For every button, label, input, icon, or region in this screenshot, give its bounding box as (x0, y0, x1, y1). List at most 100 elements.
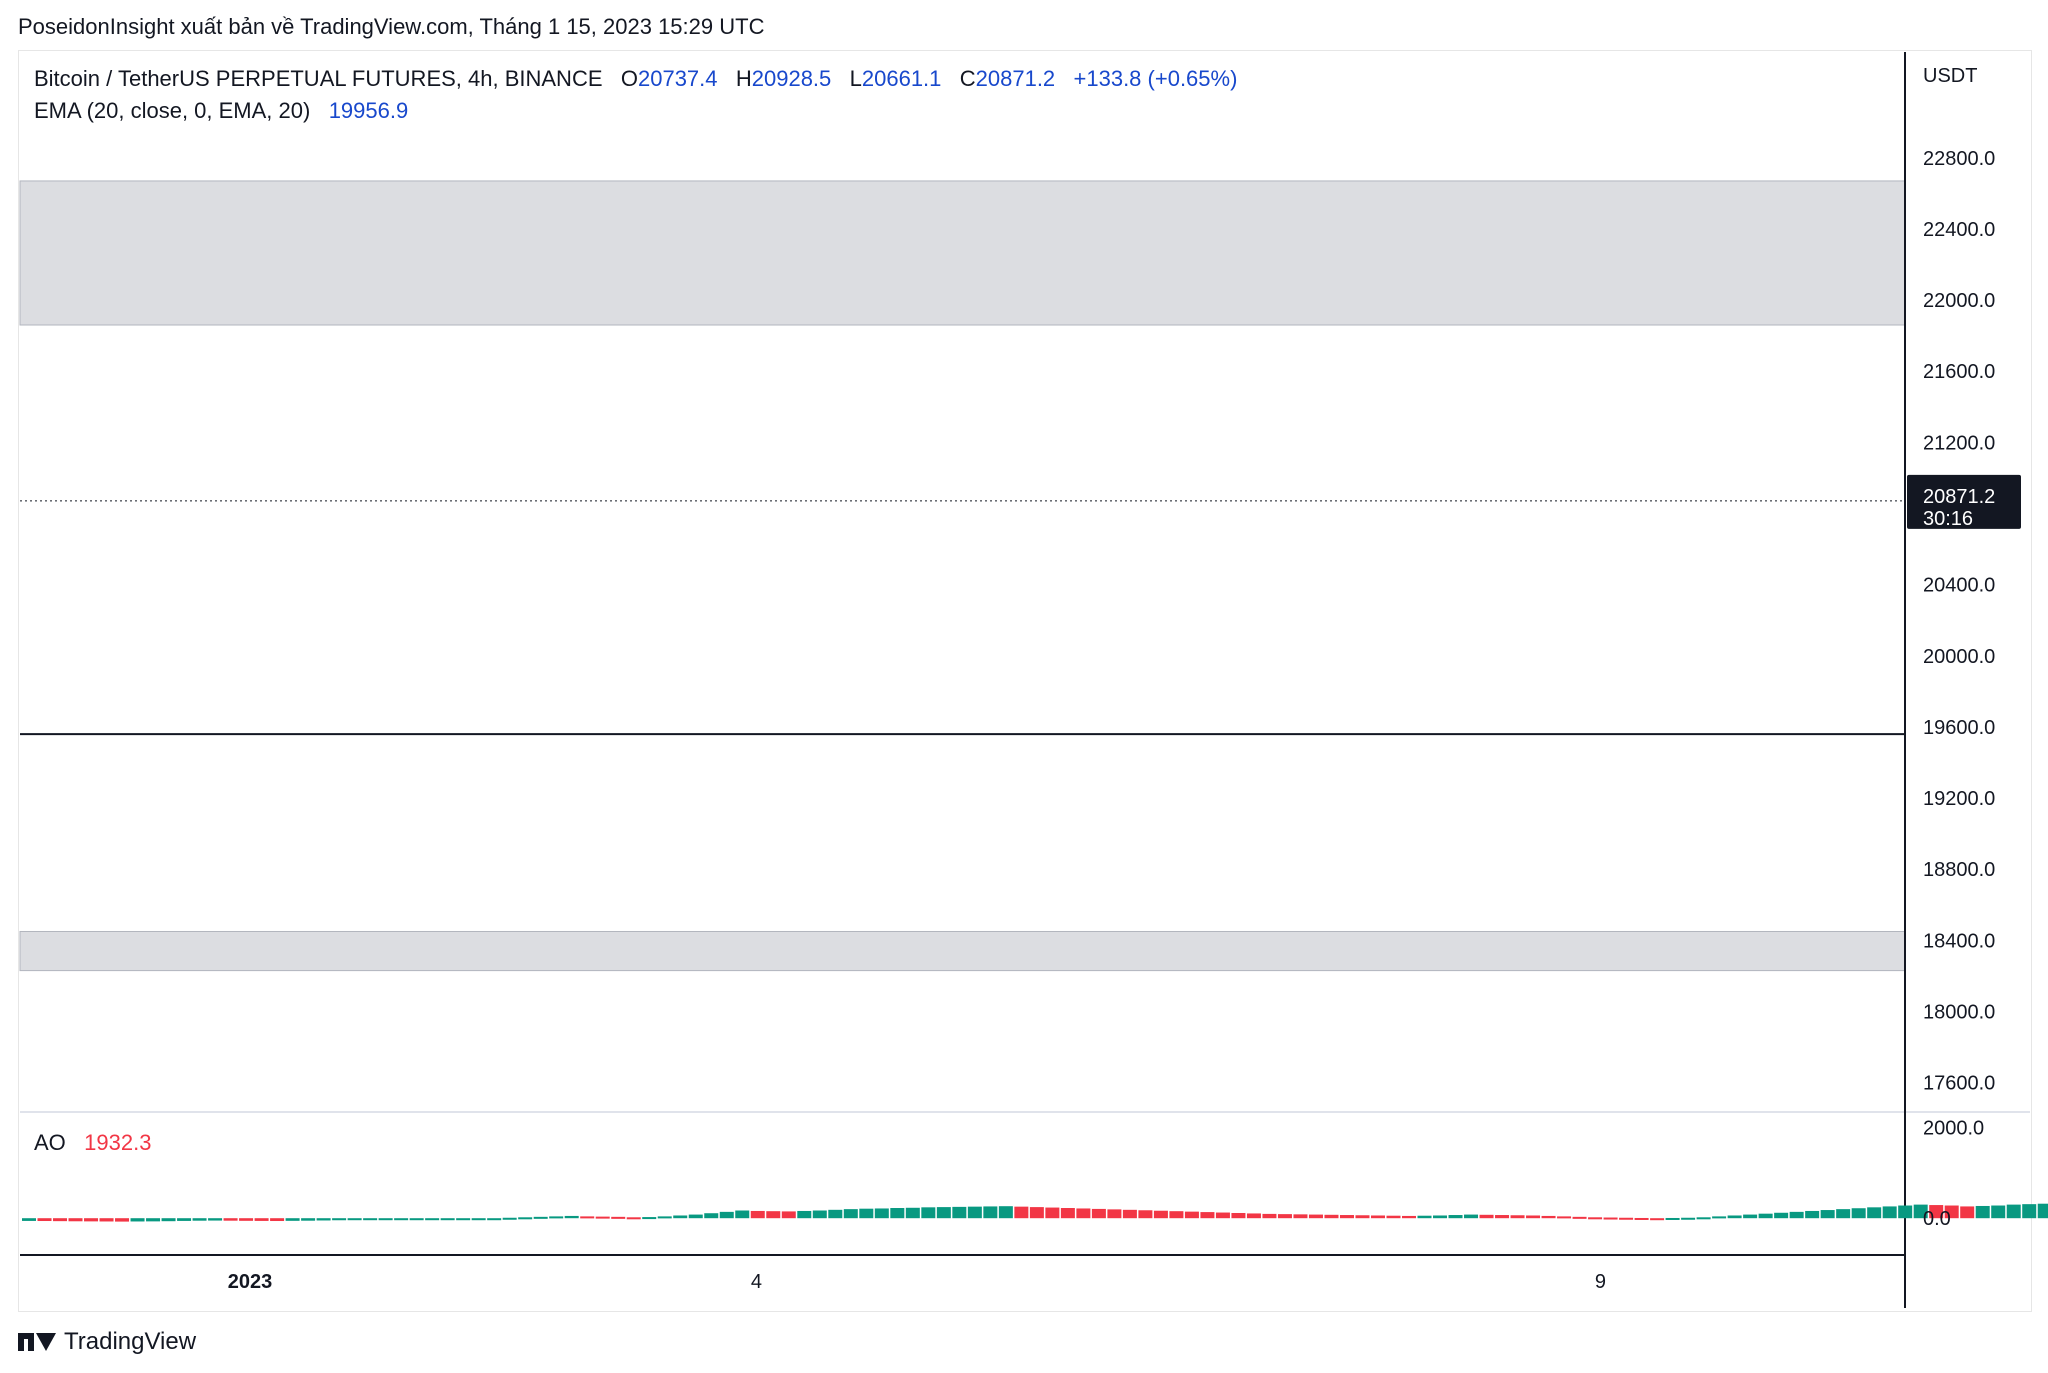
price-tick-label: 21600.0 (1923, 361, 1995, 383)
ao-bar (890, 1208, 905, 1219)
open-value: 20737.4 (637, 66, 718, 91)
ao-bar (1557, 1216, 1572, 1219)
ao-bar (84, 1218, 99, 1222)
ao-bar (549, 1216, 564, 1219)
ao-bar (1339, 1215, 1354, 1219)
ao-bar (905, 1207, 920, 1219)
ao-bar (1355, 1215, 1370, 1219)
ao-bar (301, 1218, 316, 1221)
ao-bar (564, 1215, 579, 1219)
ao-bar (983, 1206, 998, 1219)
ao-bar (781, 1211, 796, 1219)
open-label: O (620, 66, 638, 91)
ao-bar (37, 1218, 52, 1222)
ao-bar (1308, 1214, 1323, 1219)
ao-bar (130, 1218, 145, 1222)
ao-bar (952, 1206, 967, 1219)
ao-bar (626, 1217, 641, 1220)
ao-bar (766, 1211, 781, 1219)
ao-bar (394, 1218, 409, 1221)
ao-bar (1836, 1209, 1851, 1219)
symbol-name[interactable]: Bitcoin / TetherUS PERPETUAL FUTURES, 4h… (34, 66, 603, 91)
price-tick-label: 21200.0 (1923, 432, 1995, 454)
ao-bar (673, 1215, 688, 1219)
ao-bar (1820, 1210, 1835, 1219)
ao-bar (1774, 1212, 1789, 1219)
supply-zone (19, 180, 1906, 326)
ao-bar (22, 1218, 37, 1221)
ao-bar (1541, 1215, 1556, 1219)
change-value: +133.8 (+0.65%) (1073, 66, 1238, 91)
last-price-label: 20871.2 (1923, 486, 1995, 508)
ao-bar (1696, 1217, 1711, 1220)
time-tick-label: 9 (1595, 1271, 1606, 1293)
ao-bar (1619, 1217, 1634, 1220)
price-tick-label: 22000.0 (1923, 290, 1995, 312)
ao-bar (533, 1216, 548, 1219)
ao-bar (998, 1206, 1013, 1219)
ao-bar (1184, 1211, 1199, 1219)
ao-bar (1122, 1209, 1137, 1219)
ao-label: AO (34, 1130, 66, 1155)
ao-tick-label: 2000.0 (1923, 1118, 1984, 1140)
ao-bar (828, 1209, 843, 1219)
price-tick-label: 18000.0 (1923, 1002, 1995, 1024)
tradingview-brand[interactable]: TradingView (18, 1328, 196, 1356)
ao-bar (2037, 1203, 2048, 1219)
close-value: 20871.2 (975, 66, 1056, 91)
ao-bar (688, 1214, 703, 1219)
ao-bar (874, 1208, 889, 1219)
ao-bar (161, 1218, 176, 1222)
ao-bar (735, 1210, 750, 1219)
ao-bar (1727, 1215, 1742, 1219)
ao-bar (285, 1218, 300, 1221)
ao-bar (1882, 1206, 1897, 1219)
price-tick-label: 18800.0 (1923, 859, 1995, 881)
bar-countdown-label: 30:16 (1923, 508, 1973, 530)
ao-bar (68, 1218, 83, 1222)
ao-bar (53, 1218, 68, 1222)
ao-bar (1867, 1207, 1882, 1219)
ao-bar (1944, 1205, 1959, 1219)
publish-caption: PoseidonInsight xuất bản về TradingView.… (18, 14, 765, 39)
ao-bar (1262, 1213, 1277, 1219)
ema-legend[interactable]: EMA (20, close, 0, EMA, 20) 19956.9 (34, 98, 408, 124)
demand-zone (19, 930, 1906, 972)
ao-tick-label: 0.0 (1923, 1208, 1951, 1230)
ao-bar (1851, 1208, 1866, 1219)
ao-bar (1991, 1205, 2006, 1219)
ao-bar (859, 1208, 874, 1219)
ao-bar (115, 1218, 130, 1222)
ao-bar (192, 1218, 207, 1221)
ao-bar (843, 1209, 858, 1219)
ao-bar (270, 1218, 285, 1222)
ao-bar (1572, 1216, 1587, 1219)
ao-bar (1402, 1215, 1417, 1219)
price-tick-label: 18400.0 (1923, 930, 1995, 952)
ao-bar (1526, 1215, 1541, 1219)
time-tick-label: 2023 (228, 1271, 273, 1293)
time-tick-label: 4 (751, 1271, 762, 1293)
ao-bar (1370, 1215, 1385, 1219)
ao-bar (146, 1218, 161, 1222)
ao-bar (921, 1207, 936, 1219)
ao-legend[interactable]: AO 1932.3 (34, 1130, 151, 1156)
ao-bar (1386, 1215, 1401, 1219)
ao-bar (1076, 1208, 1091, 1219)
ao-bar (797, 1210, 812, 1219)
ao-bar (1433, 1215, 1448, 1219)
price-tick-label: 22800.0 (1923, 148, 1995, 170)
ao-bar (1603, 1217, 1618, 1220)
ao-bar (409, 1218, 424, 1221)
ao-bar (378, 1218, 393, 1221)
ao-bar (1246, 1213, 1261, 1219)
price-tick-label: 17600.0 (1923, 1073, 1995, 1095)
ao-bar (1464, 1214, 1479, 1219)
ao-bar (1712, 1216, 1727, 1219)
ao-bar (1029, 1207, 1044, 1219)
ao-bar (1743, 1214, 1758, 1219)
ao-bar (1060, 1208, 1075, 1219)
ao-bar (1929, 1205, 1944, 1219)
ao-bar (1277, 1214, 1292, 1219)
